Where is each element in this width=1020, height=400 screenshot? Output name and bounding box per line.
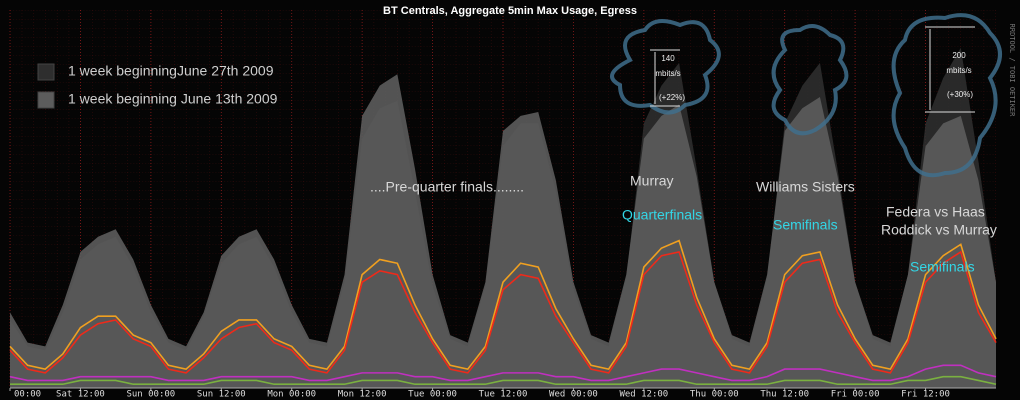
line	[10, 375, 997, 386]
x-tick-label: 00:00	[14, 390, 41, 400]
callout-unit: mbits/s	[655, 69, 680, 78]
cloud	[771, 24, 849, 136]
chart-title: BT Centrals, Aggregate 5min Max Usage, E…	[383, 5, 637, 17]
x-tick-label: Fri 00:00	[831, 390, 880, 400]
legend-label: 1 week beginning June 13th 2009	[68, 91, 278, 107]
x-tick-label: Thu 00:00	[690, 390, 739, 400]
callout-value: 140	[661, 54, 675, 63]
annotation: ....Pre-quarter finals........	[370, 179, 524, 195]
legend-label: 1 week beginningJune 27th 2009	[68, 63, 274, 79]
x-tick-label: Mon 12:00	[338, 390, 387, 400]
x-tick-label: Tue 12:00	[479, 390, 528, 400]
annotation: Williams Sisters	[756, 179, 855, 195]
callout-unit: mbits/s	[946, 66, 971, 75]
x-tick-label: Tue 00:00	[408, 390, 457, 400]
callout-change: (+22%)	[659, 93, 685, 102]
legend-swatch	[37, 91, 55, 109]
x-tick-label: Wed 12:00	[619, 390, 668, 400]
legend-swatch	[37, 63, 55, 81]
arrow	[650, 26, 975, 113]
annotation: Quarterfinals	[622, 207, 702, 223]
line	[9, 250, 997, 374]
cloud	[610, 19, 721, 115]
annotation: Semifinals	[910, 259, 975, 275]
line	[9, 239, 997, 371]
area	[10, 74, 996, 388]
annotation: Semifinals	[773, 217, 838, 233]
callout-value: 200	[952, 51, 966, 60]
annotation: Federa vs Haas	[886, 204, 985, 220]
cloud	[891, 13, 1002, 178]
x-tick-label: Wed 00:00	[549, 390, 598, 400]
x-tick-label: Sun 00:00	[126, 390, 175, 400]
x-tick-label: Sat 12:00	[56, 390, 105, 400]
line	[9, 364, 997, 382]
callout-change: (+30%)	[947, 90, 973, 99]
plot	[9, 10, 997, 389]
annotation: Murray	[630, 173, 674, 189]
annotation: Roddick vs Murray	[881, 222, 997, 238]
side-label: RRDTOOL / TOBI OETIKER	[1008, 24, 1016, 118]
x-tick-label: Mon 00:00	[267, 390, 316, 400]
x-tick-label: Sun 12:00	[197, 390, 246, 400]
x-tick-label: Thu 12:00	[760, 390, 809, 400]
x-tick-label: Fri 12:00	[901, 390, 950, 400]
